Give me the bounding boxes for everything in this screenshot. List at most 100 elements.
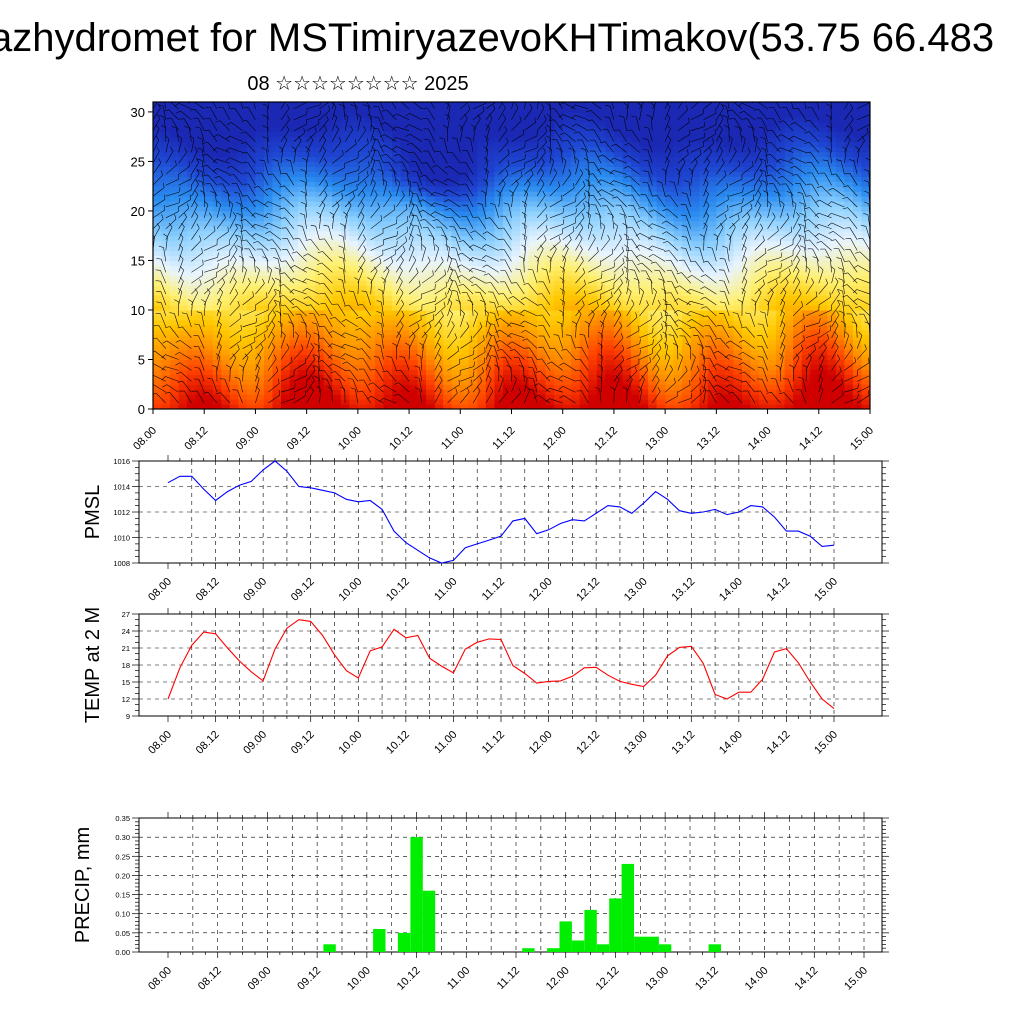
cross-section-cell: [682, 379, 692, 385]
cross-section-cell: [631, 354, 641, 361]
cross-section-cell: [741, 196, 752, 202]
cross-section-cell: [443, 225, 453, 232]
cross-section-cell: [238, 220, 248, 227]
cross-section-cell: [767, 255, 777, 262]
cross-section-cell: [323, 131, 333, 138]
cross-section-cell: [263, 394, 274, 400]
cross-section-cell: [835, 285, 845, 291]
cross-section-cell: [477, 339, 487, 346]
cross-section-cell: [170, 225, 180, 232]
cross-section-cell: [810, 290, 820, 296]
cross-section-cell: [579, 285, 589, 291]
cross-section-cell: [357, 265, 367, 271]
cross-section-cell: [468, 255, 478, 262]
cross-section-cell: [682, 126, 692, 133]
cross-section-cell: [426, 270, 436, 276]
cross-section-cell: [443, 305, 453, 311]
cross-section-cell: [238, 240, 248, 247]
cross-section-cell: [468, 126, 478, 133]
cross-section-cell: [776, 161, 786, 167]
cross-section-cell: [374, 196, 385, 202]
cross-section-cell: [374, 384, 385, 390]
cross-section-cell: [451, 369, 461, 375]
cross-section-cell: [724, 191, 735, 197]
cross-section-cell: [537, 116, 547, 123]
cross-section-cell: [793, 131, 803, 138]
cross-section-cell: [221, 245, 231, 252]
cross-section-cell: [400, 240, 410, 247]
cross-section-cell: [468, 191, 478, 197]
cross-section-cell: [153, 210, 163, 217]
cross-section-cell: [656, 334, 666, 341]
cross-section-cell: [810, 329, 820, 336]
cross-section-cell: [315, 121, 325, 128]
cross-section-cell: [613, 196, 624, 202]
cross-section-cell: [229, 354, 239, 361]
cross-section-cell: [349, 394, 359, 400]
cross-section-cell: [801, 270, 811, 276]
cross-section-cell: [605, 334, 615, 341]
cross-section-cell: [801, 111, 811, 118]
cross-section-cell: [571, 394, 581, 400]
cross-section-cell: [596, 399, 606, 405]
cross-section-cell: [374, 379, 385, 385]
cross-section-cell: [673, 235, 683, 242]
cross-section-cell: [229, 369, 239, 375]
cross-section-cell: [579, 245, 589, 252]
cross-section-cell: [835, 245, 845, 252]
cross-section-cell: [613, 324, 624, 331]
cross-section-cell: [315, 384, 325, 390]
cross-section-cell: [229, 339, 239, 346]
cross-section-cell: [400, 280, 410, 286]
cross-section-cell: [315, 295, 325, 301]
cross-section-cell: [229, 389, 239, 395]
cross-section-cell: [153, 349, 163, 356]
cross-section-cell: [639, 111, 649, 118]
cross-section-cell: [460, 166, 470, 172]
cross-section-cell: [648, 240, 658, 247]
cross-section-cell: [579, 354, 589, 361]
cross-section-cell: [238, 354, 248, 361]
cross-section-cell: [724, 220, 735, 227]
cross-section-cell: [511, 324, 521, 331]
cross-section-cell: [767, 265, 777, 271]
cross-section-cell: [750, 290, 760, 296]
cross-section-cell: [690, 399, 700, 405]
cross-section-cell: [460, 364, 470, 370]
cross-section-cell: [767, 205, 777, 212]
cross-section-cell: [554, 235, 564, 242]
cross-section-cell: [733, 305, 743, 311]
cross-section-cell: [153, 285, 163, 291]
cross-section-cell: [673, 295, 683, 301]
cross-section-cell: [204, 235, 214, 242]
cross-section-cell: [759, 324, 769, 331]
cross-section-cell: [784, 191, 794, 197]
cross-section-cell: [340, 305, 350, 311]
cross-section-cell: [212, 270, 222, 276]
cross-section-cell: [724, 205, 735, 212]
cross-section-cell: [520, 319, 530, 326]
cross-section-cell: [434, 111, 444, 118]
cross-section-cell: [246, 196, 257, 202]
cross-section-cell: [682, 102, 692, 108]
cross-section-cell: [323, 161, 333, 167]
cross-section-cell: [554, 116, 564, 123]
cross-section-cell: [613, 389, 624, 395]
cross-section-cell: [417, 359, 427, 366]
cross-section-cell: [554, 255, 564, 262]
cross-section-cell: [699, 131, 709, 138]
cross-section-cell: [562, 374, 572, 380]
cross-section-cell: [571, 201, 581, 207]
cross-section-cell: [357, 250, 367, 257]
cross-section-cell: [161, 309, 171, 316]
cross-section-cell: [682, 240, 692, 247]
cross-section-cell: [392, 399, 402, 405]
cross-section-cell: [520, 176, 530, 182]
cross-section-cell: [170, 359, 180, 366]
cross-section-cell: [170, 374, 180, 380]
cross-section-cell: [673, 324, 683, 331]
cross-section-cell: [272, 329, 282, 336]
cross-section-cell: [332, 171, 342, 177]
cross-section-cell: [690, 334, 700, 341]
cross-section-cell: [434, 106, 444, 113]
